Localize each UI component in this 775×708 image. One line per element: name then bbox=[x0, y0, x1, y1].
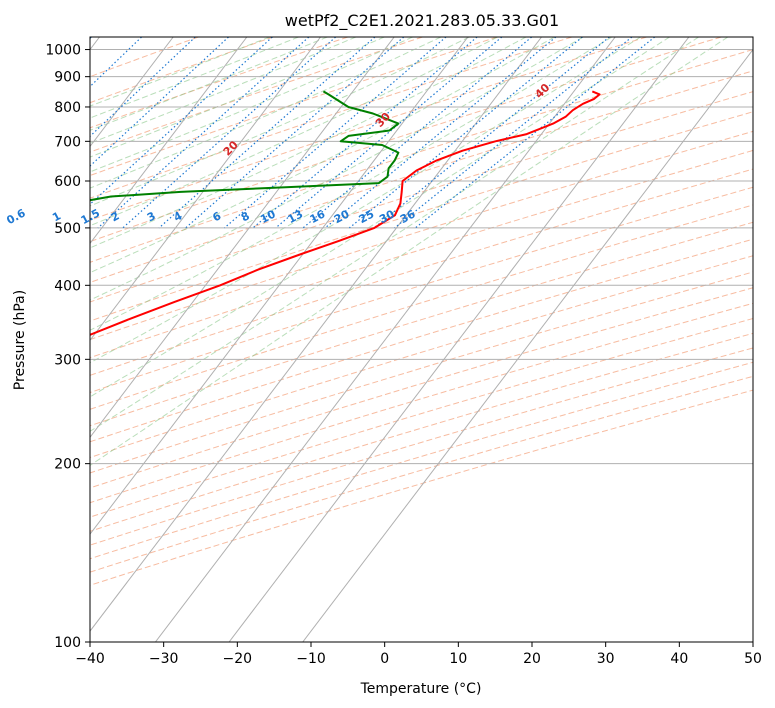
y-tick-label: 1000 bbox=[45, 43, 81, 59]
dry-adiabat-line bbox=[90, 70, 753, 283]
isotherm-line bbox=[155, 37, 616, 642]
mixing-ratio-label: 30 bbox=[377, 207, 397, 226]
mixing-ratio-label: 2 bbox=[109, 209, 122, 224]
moist-adiabat-line bbox=[90, 37, 357, 144]
dry-adiabat-line bbox=[90, 37, 498, 177]
x-tick-label: 30 bbox=[597, 651, 615, 667]
mixing-ratio-line bbox=[414, 37, 656, 229]
x-tick-label: 10 bbox=[449, 651, 467, 667]
contour-labels: 0.10.20.40.611.5234681013162025303620304… bbox=[4, 81, 552, 227]
mixing-ratio-label: 13 bbox=[286, 207, 306, 226]
mixing-ratio-line bbox=[90, 37, 229, 167]
mixing-ratio-line bbox=[373, 37, 610, 229]
mixing-ratio-line bbox=[185, 37, 405, 229]
y-axis-label: Pressure (hPa) bbox=[12, 290, 28, 390]
x-axis-label: Temperature (°C) bbox=[360, 681, 482, 697]
y-tick-label: 500 bbox=[54, 221, 81, 237]
x-tick-label: 50 bbox=[744, 651, 762, 667]
x-tick-label: −30 bbox=[149, 651, 179, 667]
moist-adiabat-line bbox=[90, 37, 328, 131]
x-tick-label: −20 bbox=[223, 651, 253, 667]
mixing-ratio-line bbox=[158, 37, 376, 229]
dry-adiabat-line bbox=[90, 389, 753, 586]
isotherm-line bbox=[90, 37, 321, 342]
moist-adiabat-line bbox=[90, 37, 527, 249]
moist-adiabat-line bbox=[90, 37, 613, 331]
mixing-ratio-line bbox=[97, 37, 310, 229]
mixing-ratio-label: 4 bbox=[172, 209, 185, 224]
dry-adiabat-line bbox=[90, 221, 753, 427]
dry-adiabat-line bbox=[90, 317, 753, 518]
series-layer bbox=[90, 90, 601, 336]
dry-adiabat-line bbox=[90, 37, 722, 243]
isotherm-line bbox=[90, 37, 542, 632]
moist-adiabat-line bbox=[90, 37, 670, 398]
moist-adiabat-line bbox=[90, 37, 299, 119]
x-tick-label: 40 bbox=[670, 651, 688, 667]
x-tick-label: −40 bbox=[75, 651, 105, 667]
dry-adiabat-line bbox=[90, 37, 348, 129]
mixing-ratio-line bbox=[224, 37, 447, 229]
moist-adiabat-line bbox=[90, 37, 385, 158]
dry-adiabat-label: 40 bbox=[532, 81, 552, 101]
mixing-ratio-label: 6 bbox=[210, 209, 223, 224]
dry-adiabat-line bbox=[90, 37, 274, 104]
chart-title: wetPf2_C2E1.2021.283.05.33.G01 bbox=[285, 11, 559, 31]
temperature-profile-line bbox=[90, 90, 601, 336]
dry-adiabat-line bbox=[90, 130, 753, 341]
y-tick-label: 900 bbox=[54, 70, 81, 86]
dry-adiabat-label: 30 bbox=[373, 110, 393, 130]
mixing-ratio-line bbox=[302, 37, 533, 229]
mixing-ratio-line bbox=[90, 37, 273, 206]
mixing-ratio-label: 25 bbox=[357, 207, 377, 226]
dry-adiabat-line bbox=[90, 271, 753, 474]
y-tick-label: 100 bbox=[54, 635, 81, 651]
x-tick-label: 20 bbox=[523, 651, 541, 667]
isotherm-line bbox=[228, 37, 690, 642]
mixing-ratio-line bbox=[90, 37, 92, 40]
moist-adiabat-line bbox=[90, 37, 413, 173]
y-tick-label: 300 bbox=[54, 352, 81, 368]
mixing-ratio-label: 20 bbox=[332, 207, 352, 226]
moist-adiabat-line bbox=[90, 37, 270, 107]
background-grid bbox=[90, 37, 753, 642]
dry-adiabat-line bbox=[90, 204, 753, 410]
dry-adiabat-line bbox=[90, 255, 753, 459]
moist-adiabat-line bbox=[90, 37, 699, 432]
mixing-ratio-label: 36 bbox=[398, 207, 418, 226]
mixing-ratio-line bbox=[394, 37, 633, 229]
y-tick-label: 600 bbox=[54, 174, 81, 190]
mixing-ratio-label: 10 bbox=[258, 207, 278, 226]
isotherm-line bbox=[90, 37, 174, 148]
dry-adiabat-line bbox=[90, 49, 753, 263]
dewpoint-profile-line bbox=[90, 90, 400, 202]
mixing-ratio-label: 0.6 bbox=[4, 206, 28, 227]
dry-adiabat-line bbox=[90, 361, 753, 560]
x-tick-label: −10 bbox=[296, 651, 326, 667]
isotherm-line bbox=[90, 37, 248, 245]
moist-adiabat-line bbox=[90, 37, 442, 189]
y-tick-label: 400 bbox=[54, 278, 81, 294]
mixing-ratio-line bbox=[275, 37, 503, 229]
isotherm-line bbox=[90, 37, 395, 439]
y-tick-label: 800 bbox=[54, 100, 81, 116]
y-tick-label: 200 bbox=[54, 457, 81, 473]
dry-adiabat-line bbox=[90, 37, 573, 199]
mixing-ratio-line bbox=[252, 37, 478, 229]
plot-frame bbox=[89, 36, 754, 643]
isotherm-line bbox=[302, 48, 753, 642]
x-tick-label: 0 bbox=[380, 651, 389, 667]
moist-adiabat-line bbox=[90, 37, 584, 301]
axis-ticks: −40 −30 −20 −10 0 10 20 30 40 50 100 200 300 400 500 60… bbox=[45, 43, 762, 667]
dry-adiabat-line bbox=[90, 347, 753, 546]
dry-adiabat-line bbox=[90, 149, 753, 359]
isotherm-line bbox=[90, 37, 469, 536]
mixing-ratio-label: 16 bbox=[308, 207, 328, 226]
dry-adiabat-line bbox=[90, 302, 753, 504]
dry-adiabat-line bbox=[90, 91, 753, 303]
y-tick-label: 700 bbox=[54, 134, 81, 150]
